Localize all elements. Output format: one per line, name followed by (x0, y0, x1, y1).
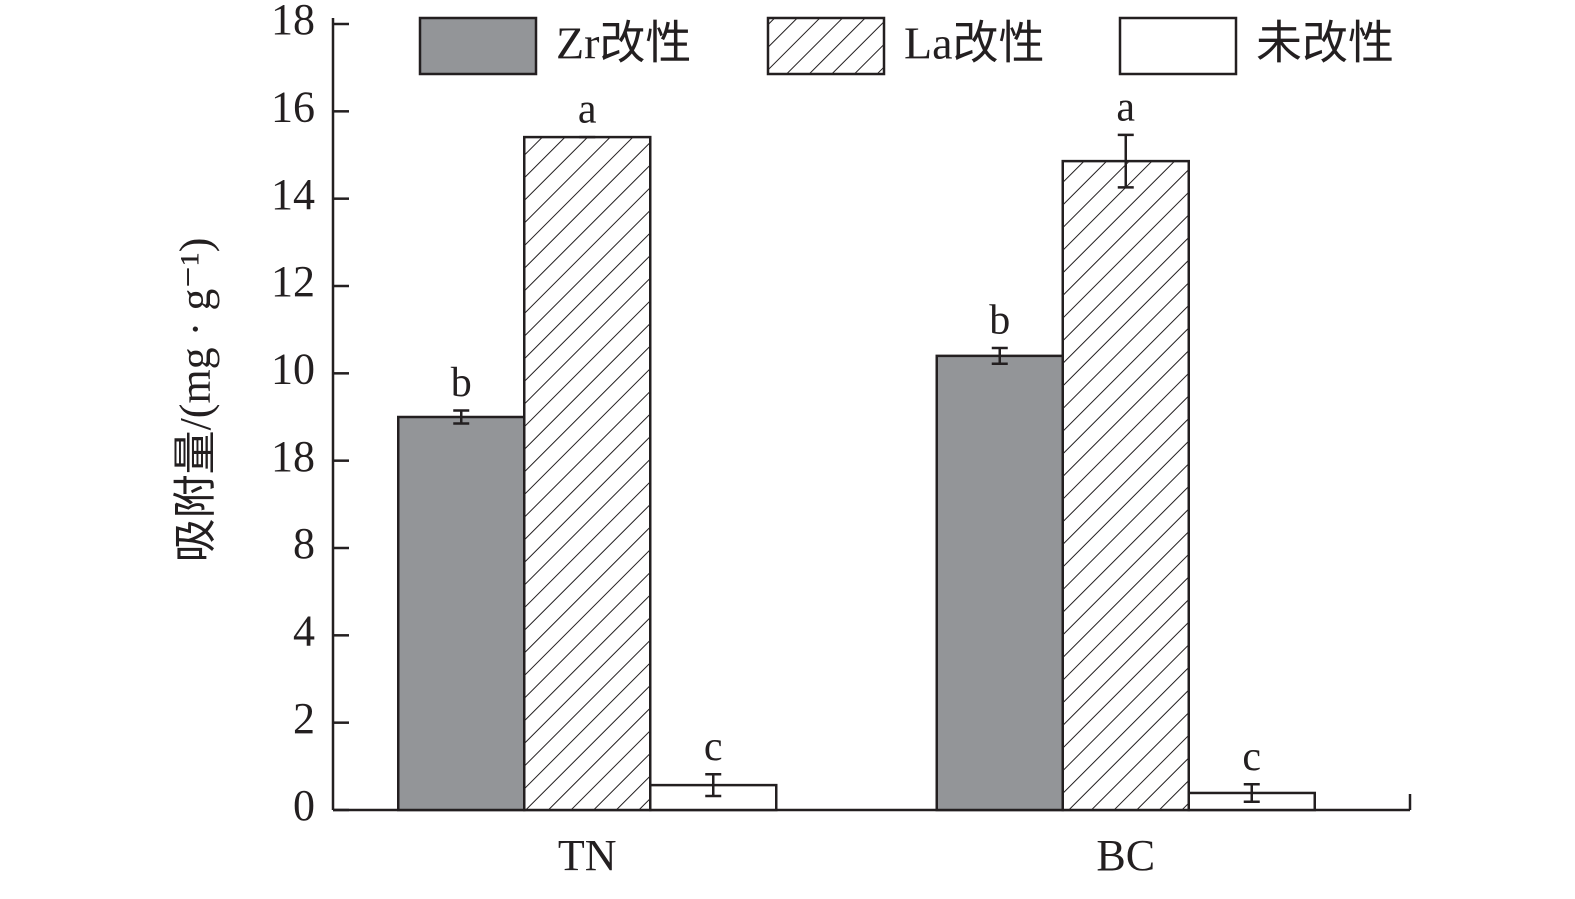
y-axis-label: 吸附量/(mg · g⁻¹) (171, 238, 220, 563)
significance-letter: b (989, 298, 1010, 344)
bar (935, 354, 1064, 812)
error-bar (991, 346, 1008, 365)
error-bar (1243, 782, 1260, 803)
significance-letter: c (1242, 734, 1261, 780)
legend-swatch (766, 16, 886, 76)
y-tick-label: 14 (271, 170, 315, 219)
y-tick-label: 8 (293, 519, 315, 568)
x-tick-label: BC (1096, 831, 1155, 880)
legend-label: La改性 (904, 18, 1045, 69)
significance-letter: c (704, 724, 723, 770)
legend-label: 未改性 (1256, 18, 1394, 69)
legend-label: Zr改性 (556, 18, 691, 69)
y-tick-label: 0 (293, 781, 315, 830)
y-tick-label: 18 (271, 432, 315, 481)
y-tick-label: 16 (271, 82, 315, 131)
error-bar (453, 409, 470, 425)
bar (523, 135, 652, 812)
y-tick-label: 12 (271, 257, 315, 306)
y-tick-label: 4 (293, 606, 315, 655)
x-tick-label: TN (558, 831, 617, 880)
y-tick-label: 2 (293, 694, 315, 743)
y-tick-label: 18 (271, 0, 315, 44)
legend-swatch (418, 16, 538, 76)
legend-swatch (1118, 16, 1238, 76)
significance-letter: b (451, 360, 472, 406)
error-bar (705, 772, 722, 798)
error-bar (1117, 133, 1134, 189)
significance-letter: a (1116, 85, 1135, 131)
bar (397, 415, 526, 812)
significance-letter: a (578, 87, 597, 133)
y-tick-label: 10 (271, 344, 315, 393)
bar (1061, 159, 1190, 812)
